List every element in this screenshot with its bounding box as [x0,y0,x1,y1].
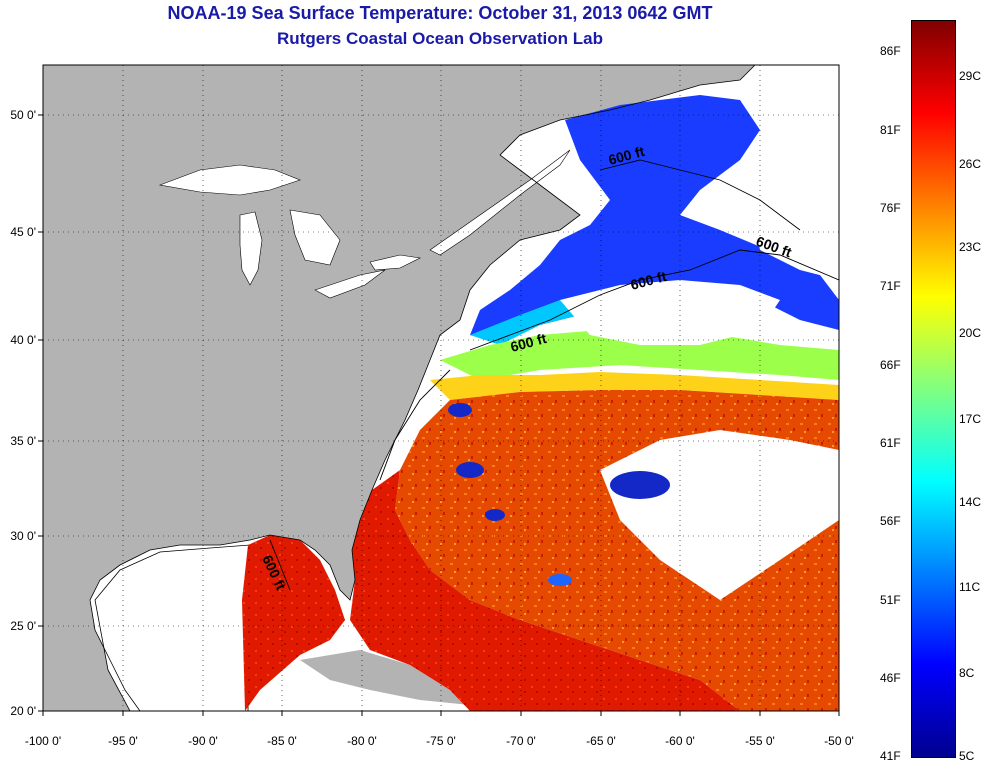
cloud-patch-2 [560,280,780,345]
colorbar-f-label: 71F [880,279,901,293]
lat-tick-label: 45 0' [10,225,36,239]
map-title: NOAA-19 Sea Surface Temperature: October… [167,3,713,23]
land-north-america [43,65,755,711]
lon-tick-label: -80 0' [347,734,377,748]
lat-tick-label: 25 0' [10,619,36,633]
colorbar-c-label: 14C [959,495,982,509]
colorbar-c-label: 11C [959,580,981,594]
colorbar-f-label: 51F [880,593,901,607]
cloud-patch-1 [600,430,839,600]
colorbar-c-label: 29C [959,69,982,83]
temperature-colorbar [911,20,956,758]
colorbar-c-label: 8C [959,666,975,680]
colorbar-c-label: 20C [959,326,982,340]
land-cuba [300,650,470,705]
lake-superior [158,164,301,196]
colorbar-c-label: 26C [959,157,982,171]
depth-contour-600ft [269,159,839,591]
cold-eddy-1 [610,471,670,499]
lat-tick-label: 35 0' [10,434,36,448]
lon-tick-label: -60 0' [665,734,695,748]
map-subtitle: Rutgers Coastal Ocean Observation Lab [277,29,603,48]
lon-tick-label: -50 0' [824,734,854,748]
cold-eddy-2 [456,462,484,478]
colorbar-f-label: 46F [880,671,901,685]
cold-eddy-3 [485,509,505,521]
cold-eddy-5 [548,574,572,586]
lake-erie [314,269,386,299]
lat-tick-label: 40 0' [10,333,36,347]
lon-tick-label: -90 0' [188,734,218,748]
lake-michigan [239,211,263,286]
lat-axis: 50 0' 45 0' 40 0' 35 0' 30 0' 25 0' 20 0… [10,108,43,718]
sst-cold-north [470,95,839,340]
sst-warm-red [350,470,740,711]
colorbar-f-label: 56F [880,514,901,528]
lon-tick-label: -75 0' [426,734,456,748]
lon-tick-label: -70 0' [506,734,536,748]
lon-tick-label: -100 0' [25,734,61,748]
coastline [89,65,756,711]
colorbar-f-label: 61F [880,436,901,450]
lake-huron [289,209,341,266]
colorbar-c-label: 5C [959,749,975,763]
colorbar-f-label: 81F [880,123,901,137]
lat-tick-label: 20 0' [10,704,36,718]
lake-ontario [369,254,421,271]
colorbar-c-label: 17C [959,412,982,426]
sst-mid-band [440,330,839,380]
lon-tick-label: -85 0' [267,734,297,748]
sst-yellow-band [430,372,839,400]
colorbar-f-label: 41F [880,749,901,763]
lat-tick-label: 30 0' [10,529,36,543]
lon-tick-label: -95 0' [108,734,138,748]
lon-tick-label: -65 0' [586,734,616,748]
sst-gulf-red [242,535,345,711]
colorbar-f-label: 76F [880,201,901,215]
cold-eddy-4 [448,403,472,417]
lat-tick-label: 50 0' [10,108,36,122]
lon-axis: -100 0' -95 0' -90 0' -85 0' -80 0' -75 … [25,711,854,748]
st-lawrence [429,149,571,256]
lon-tick-label: -55 0' [745,734,775,748]
colorbar-c-label: 23C [959,240,982,254]
colorbar-f-label: 86F [880,44,901,58]
cloud-patch-3 [750,200,839,280]
colorbar-f-label: 66F [880,358,901,372]
